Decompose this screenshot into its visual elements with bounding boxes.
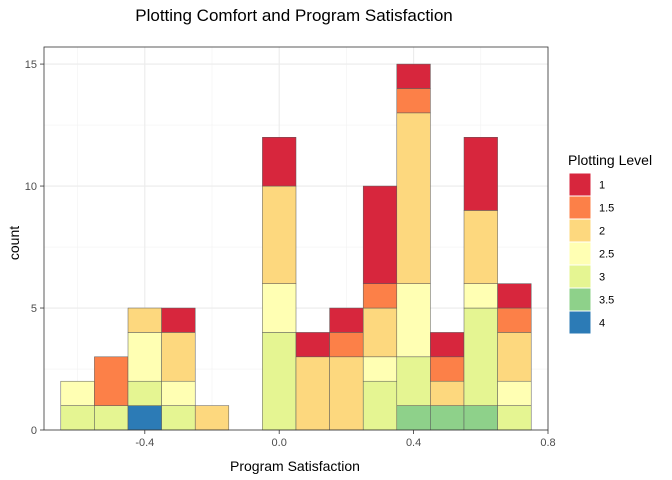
legend-label: 3.5	[599, 295, 614, 307]
bar-segment	[463, 210, 498, 284]
bar-segment	[497, 380, 532, 406]
bar-segment	[362, 356, 398, 382]
bar-segment	[430, 332, 465, 358]
bar-segment	[262, 137, 297, 187]
panel-border	[43, 46, 549, 431]
bar-segment	[60, 380, 95, 406]
bars-layer	[60, 63, 532, 431]
legend-label: 4	[599, 318, 605, 330]
bar-segment	[430, 405, 465, 431]
bar-segment	[329, 307, 364, 333]
bar-segment	[396, 356, 431, 406]
bar-segment	[127, 405, 162, 431]
bar-segment	[194, 405, 230, 431]
bar-segment	[60, 405, 95, 431]
bar-segment	[362, 380, 398, 431]
bar-segment	[127, 307, 162, 333]
bar-segment	[295, 356, 330, 431]
bar-segment	[396, 405, 431, 431]
legend-label: 2	[599, 226, 605, 238]
bar-segment	[94, 356, 129, 406]
bar-segment	[497, 283, 532, 309]
legend-key	[568, 218, 592, 243]
bar-segment	[463, 307, 498, 406]
legend-key	[568, 172, 592, 197]
chart-title: Plotting Comfort and Program Satisfactio…	[135, 6, 452, 25]
bar-segment	[430, 356, 465, 382]
bar-segment	[463, 283, 498, 309]
bar-segment	[262, 332, 297, 431]
bar-segment	[430, 380, 465, 406]
legend-key	[568, 287, 592, 312]
bar-segment	[396, 63, 431, 89]
y-tick-label: 0	[31, 425, 37, 437]
x-axis-title: Program Satisfaction	[230, 458, 360, 474]
bar-segment	[396, 283, 431, 358]
bar-segment	[161, 307, 196, 333]
x-tick-label: 0.0	[272, 437, 287, 449]
y-tick-label: 15	[25, 59, 37, 71]
bar-segment	[362, 185, 398, 284]
legend-key	[568, 264, 592, 289]
y-axis-title: count	[6, 226, 22, 260]
x-tick-label: 0.8	[540, 437, 555, 449]
bar-segment	[396, 112, 431, 284]
legend-label: 2.5	[599, 249, 614, 261]
bar-segment	[295, 332, 330, 358]
x-tick-label: -0.4	[135, 437, 154, 449]
y-tick-label: 5	[31, 303, 37, 315]
bar-segment	[329, 356, 364, 431]
axes-layer: -0.4 0.0 0.4 0.8 0 5 10 15	[25, 59, 556, 449]
bar-segment	[262, 283, 297, 333]
bar-segment	[463, 405, 498, 431]
bar-segment	[94, 405, 129, 431]
legend-key	[568, 195, 592, 220]
legend-key	[568, 241, 592, 266]
bar-segment	[362, 307, 398, 358]
bar-segment	[497, 405, 532, 431]
y-tick-label: 10	[25, 181, 37, 193]
bar-segment	[262, 185, 297, 284]
bar-segment	[161, 405, 196, 431]
bar-segment	[161, 380, 196, 406]
bar-segment	[329, 332, 364, 358]
legend-label: 3	[599, 272, 605, 284]
bar-segment	[161, 332, 196, 382]
legend-title: Plotting Level	[568, 152, 652, 168]
legend: Plotting Level 1 1.5 2 2.5 3 3.5 4	[568, 152, 652, 335]
bar-segment	[497, 332, 532, 382]
bar-segment	[463, 137, 498, 211]
legend-key	[568, 310, 592, 335]
bar-segment	[362, 283, 398, 309]
bar-segment	[127, 332, 162, 382]
bar-segment	[396, 88, 431, 114]
legend-label: 1.5	[599, 203, 614, 215]
bar-segment	[497, 307, 532, 333]
legend-label: 1	[599, 180, 605, 192]
x-tick-label: 0.4	[406, 437, 421, 449]
bar-segment	[127, 380, 162, 406]
